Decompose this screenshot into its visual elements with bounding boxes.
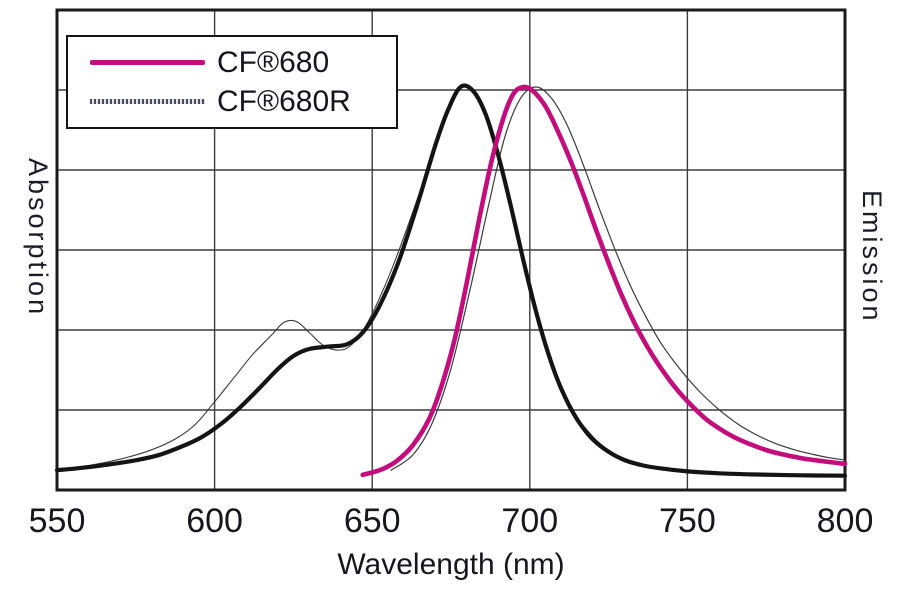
x-tick-label: 650 bbox=[343, 502, 401, 540]
series-cf-680r-emission bbox=[390, 86, 846, 471]
y-axis-label-absorption: Absorption bbox=[23, 158, 53, 318]
plot-border bbox=[55, 8, 847, 492]
series-cf-680r-absorption bbox=[56, 85, 846, 477]
legend-line-sample-cf680r bbox=[90, 99, 205, 104]
legend-label-cf680r: CF®680R bbox=[217, 84, 351, 118]
x-tick-label: 550 bbox=[28, 502, 86, 540]
x-tick-label: 700 bbox=[501, 502, 559, 540]
y-axis-label-emission: Emission bbox=[857, 190, 887, 324]
legend-label-cf680: CF®680 bbox=[217, 45, 330, 79]
legend-entry-cf680: CF®680 bbox=[90, 44, 396, 82]
x-tick-label: 800 bbox=[816, 502, 874, 540]
x-tick-label: 750 bbox=[659, 502, 716, 540]
series-cf-680-emission bbox=[360, 84, 848, 478]
x-tick-label: 600 bbox=[186, 502, 243, 540]
series-cf-680-absorption bbox=[54, 83, 848, 478]
legend-entry-cf680r: CF®680R bbox=[90, 83, 396, 121]
legend: CF®680 CF®680R bbox=[66, 35, 398, 129]
x-axis-title: Wavelength (nm) bbox=[337, 548, 565, 581]
legend-line-sample-cf680 bbox=[90, 60, 205, 65]
